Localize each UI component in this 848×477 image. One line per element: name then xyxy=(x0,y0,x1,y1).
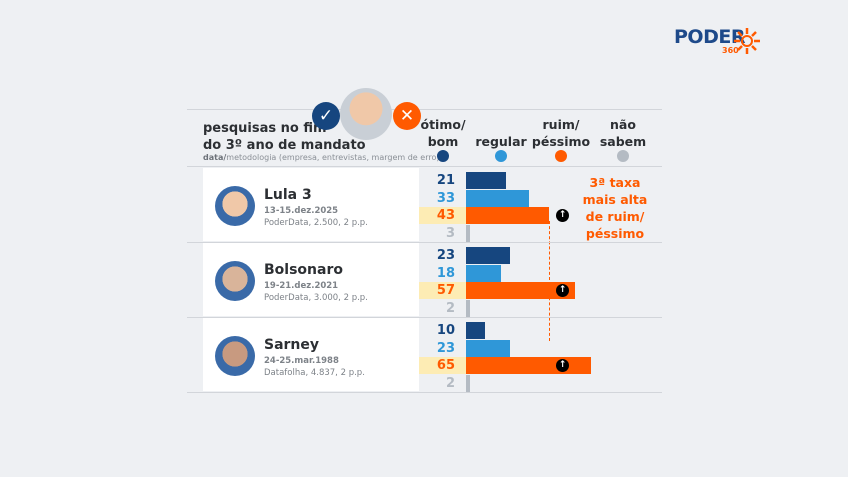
divider xyxy=(187,317,662,318)
row-meta: PoderData, 2.500, 2 p.p. xyxy=(264,218,368,228)
highlight-bg xyxy=(419,207,466,224)
arrow-up-icon: ↑ xyxy=(556,209,569,222)
row-card: Bolsonaro 19-21.dez.2021 PoderData, 3.00… xyxy=(203,243,419,316)
legend-item: regular xyxy=(466,116,536,150)
annotation-line: de ruim/ xyxy=(585,209,645,224)
bar-ruim-p-ssimo xyxy=(466,207,549,224)
chart-subtitle: data/metodologia (empresa, entrevistas, … xyxy=(203,153,439,162)
divider xyxy=(187,392,662,393)
bar-regular xyxy=(466,264,501,282)
bar-n-o-sabem xyxy=(466,299,470,317)
arrow-up-icon: ↑ xyxy=(556,284,569,297)
value-label: 43 xyxy=(436,208,455,223)
value-label: 2 xyxy=(445,375,455,391)
lula-photo xyxy=(340,88,392,140)
sun-logo-icon xyxy=(734,28,760,54)
bar-regular xyxy=(466,339,511,357)
value-label: 23 xyxy=(436,340,455,356)
legend-dot xyxy=(437,150,449,162)
avatar xyxy=(215,336,255,376)
value-label: 2 xyxy=(445,300,455,316)
bar-n-o-sabem xyxy=(466,224,470,242)
legend-label: bom xyxy=(427,134,459,149)
legend-label: regular xyxy=(475,134,527,149)
bar-regular xyxy=(466,189,530,207)
highlight-bg xyxy=(419,357,466,374)
bar-ruim-p-ssimo xyxy=(466,282,576,299)
row-card: Lula 3 13-15.dez.2025 PoderData, 2.500, … xyxy=(203,168,419,241)
annotation-line: péssimo xyxy=(585,226,645,241)
avatar xyxy=(215,261,255,301)
subtitle-text: metodologia (empresa, entrevistas, marge… xyxy=(226,153,440,162)
divider xyxy=(187,242,662,243)
annotation: 3ª taxa mais alta de ruim/ péssimo xyxy=(580,174,650,242)
value-label: 33 xyxy=(436,190,455,206)
bar--timo-bom xyxy=(466,172,507,189)
bar--timo-bom xyxy=(466,322,486,339)
annotation-line: 3ª taxa xyxy=(589,175,641,190)
title-line: do 3º ano de mandato xyxy=(203,138,366,153)
legend-dot xyxy=(617,150,629,162)
chart-title: pesquisas no fim do 3º ano de mandato xyxy=(203,120,366,154)
legend-item: ruim/péssimo xyxy=(526,116,596,150)
legend-label: não xyxy=(610,117,636,132)
legend-label: ruim/ xyxy=(542,117,580,132)
row-name: Bolsonaro xyxy=(264,262,343,278)
value-label: 65 xyxy=(436,358,455,373)
divider xyxy=(187,109,662,110)
arrow-up-icon: ↑ xyxy=(556,359,569,372)
title-line: pesquisas no fim xyxy=(203,121,327,136)
legend-item: não sabem xyxy=(588,116,658,150)
brand-logo: PODER xyxy=(674,26,745,48)
legend-label: péssimo xyxy=(531,134,591,149)
value-label: 18 xyxy=(436,265,455,281)
legend-dot xyxy=(495,150,507,162)
value-label: 3 xyxy=(445,225,455,241)
value-label: 23 xyxy=(436,248,455,263)
value-label: 21 xyxy=(436,173,455,188)
value-label: 10 xyxy=(436,323,455,338)
bar-ruim-p-ssimo xyxy=(466,357,591,374)
check-icon: ✓ xyxy=(312,102,340,130)
row-card: Sarney 24-25.mar.1988 Datafolha, 4.837, … xyxy=(203,318,419,391)
row-meta: PoderData, 3.000, 2 p.p. xyxy=(264,293,368,303)
row-meta: Datafolha, 4.837, 2 p.p. xyxy=(264,368,365,378)
brand-logo-sub: 360 xyxy=(722,46,739,55)
legend-item: ótimo/bom xyxy=(408,116,478,150)
subtitle-bold: data/ xyxy=(203,153,227,162)
bar--timo-bom xyxy=(466,247,511,264)
legend-label: sabem xyxy=(599,134,647,149)
value-label: 57 xyxy=(436,283,455,298)
bar-n-o-sabem xyxy=(466,374,470,392)
reference-line xyxy=(549,221,550,341)
avatar xyxy=(215,186,255,226)
annotation-line: mais alta xyxy=(582,192,648,207)
row-name: Lula 3 xyxy=(264,187,312,203)
row-date: 13-15.dez.2025 xyxy=(264,206,339,216)
highlight-bg xyxy=(419,282,466,299)
divider xyxy=(187,166,662,167)
legend-label: ótimo/ xyxy=(420,117,466,132)
row-name: Sarney xyxy=(264,337,320,353)
x-icon: ✕ xyxy=(393,102,421,130)
row-date: 19-21.dez.2021 xyxy=(264,281,339,291)
legend-dot xyxy=(555,150,567,162)
row-date: 24-25.mar.1988 xyxy=(264,356,339,366)
